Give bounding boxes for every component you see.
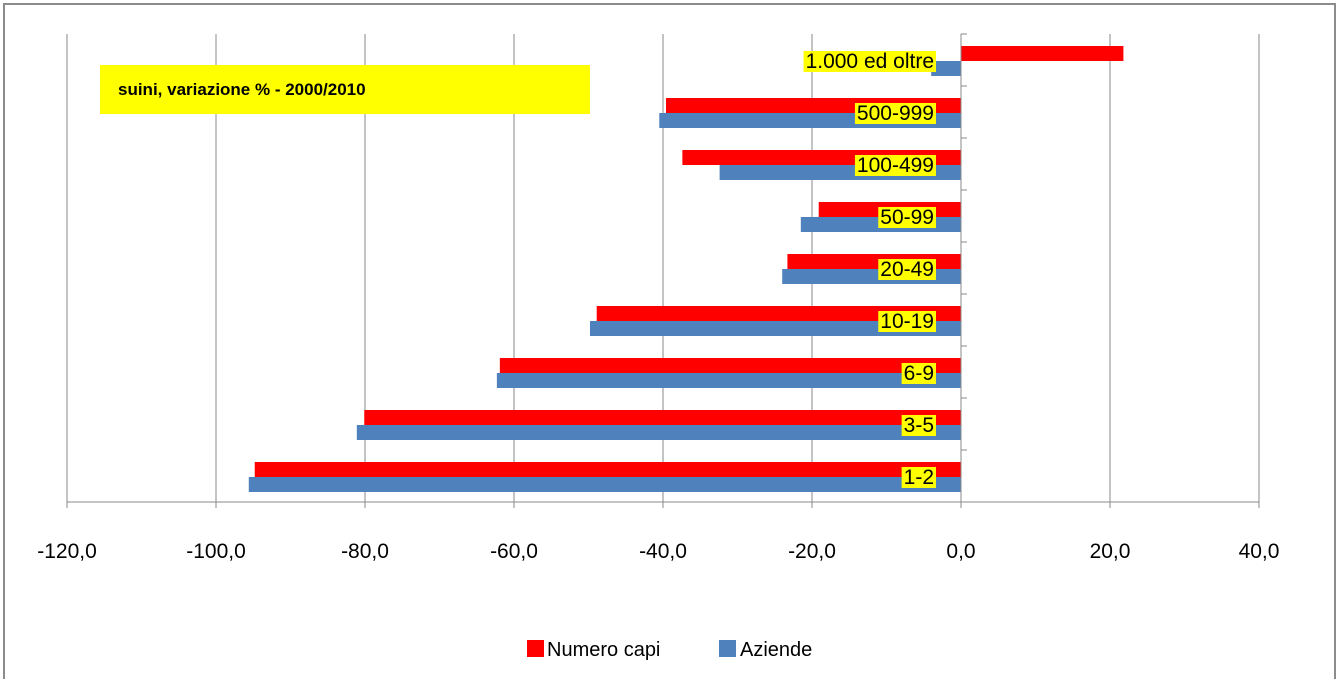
category-label-50-99: 50-99 (880, 206, 934, 229)
category-label-20-49: 20-49 (880, 258, 934, 281)
legend-swatch-aziende (719, 640, 736, 657)
x-tick-label: -100,0 (186, 540, 246, 563)
category-label-500-999: 500-999 (857, 102, 934, 125)
category-label-6-9: 6-9 (904, 362, 934, 385)
category-label-1-000-ed-oltre: 1.000 ed oltre (806, 50, 934, 73)
legend: Numero capi Aziende (527, 639, 812, 661)
category-label-100-499: 100-499 (857, 154, 934, 177)
category-label-background (878, 259, 936, 280)
legend-label-aziende: Aziende (740, 639, 812, 661)
category-label-background (901, 415, 936, 436)
x-tick-labels: -120,0 -100,0 -80,0 -60,0 -40,0 -20,0 0,0 20,0 4… (37, 540, 1279, 563)
chart-title: suini, variazione % - 2000/2010 (118, 80, 366, 99)
category-label-background (854, 155, 936, 176)
bar-numero-capi-1-2 (254, 462, 962, 477)
x-tick-label: -80,0 (341, 540, 389, 563)
bar-numero-capi-3-5 (364, 410, 961, 425)
category-label-background (803, 51, 936, 72)
category-label-1-2: 1-2 (904, 466, 934, 489)
bar-aziende-1-2 (248, 477, 961, 492)
category-label-background (878, 311, 936, 332)
category-label-background (901, 363, 936, 384)
chart-title-box: suini, variazione % - 2000/2010 (100, 65, 590, 114)
bar-numero-capi-1-000-ed-oltre (961, 46, 1124, 61)
bar-numero-capi-6-9 (499, 358, 961, 373)
category-label-background (901, 467, 936, 488)
bar-aziende-1-000-ed-oltre (931, 61, 961, 76)
x-tick-label: -120,0 (37, 540, 97, 563)
bar-aziende-10-19 (589, 321, 961, 336)
x-tick-label: -20,0 (788, 540, 836, 563)
bar-aziende-6-9 (496, 373, 961, 388)
x-tick-label: 0,0 (946, 540, 975, 563)
bar-numero-capi-10-19 (596, 306, 961, 321)
x-tick-label: -60,0 (490, 540, 538, 563)
category-label-3-5: 3-5 (904, 414, 934, 437)
category-label-background (878, 207, 936, 228)
x-tick-label: -40,0 (639, 540, 687, 563)
legend-swatch-numero-capi (527, 640, 544, 657)
x-tick-label: 40,0 (1239, 540, 1280, 563)
category-label-background (854, 103, 936, 124)
category-label-10-19: 10-19 (880, 310, 934, 333)
bar-aziende-3-5 (356, 425, 961, 440)
legend-label-numero-capi: Numero capi (547, 639, 660, 661)
category-labels: 1-2 3-5 6-9 10-19 20-49 50-99 100-499 500-999 1.… (803, 50, 936, 489)
axes (66, 33, 1260, 508)
title-background (100, 65, 590, 114)
x-tick-label: 20,0 (1090, 540, 1131, 563)
